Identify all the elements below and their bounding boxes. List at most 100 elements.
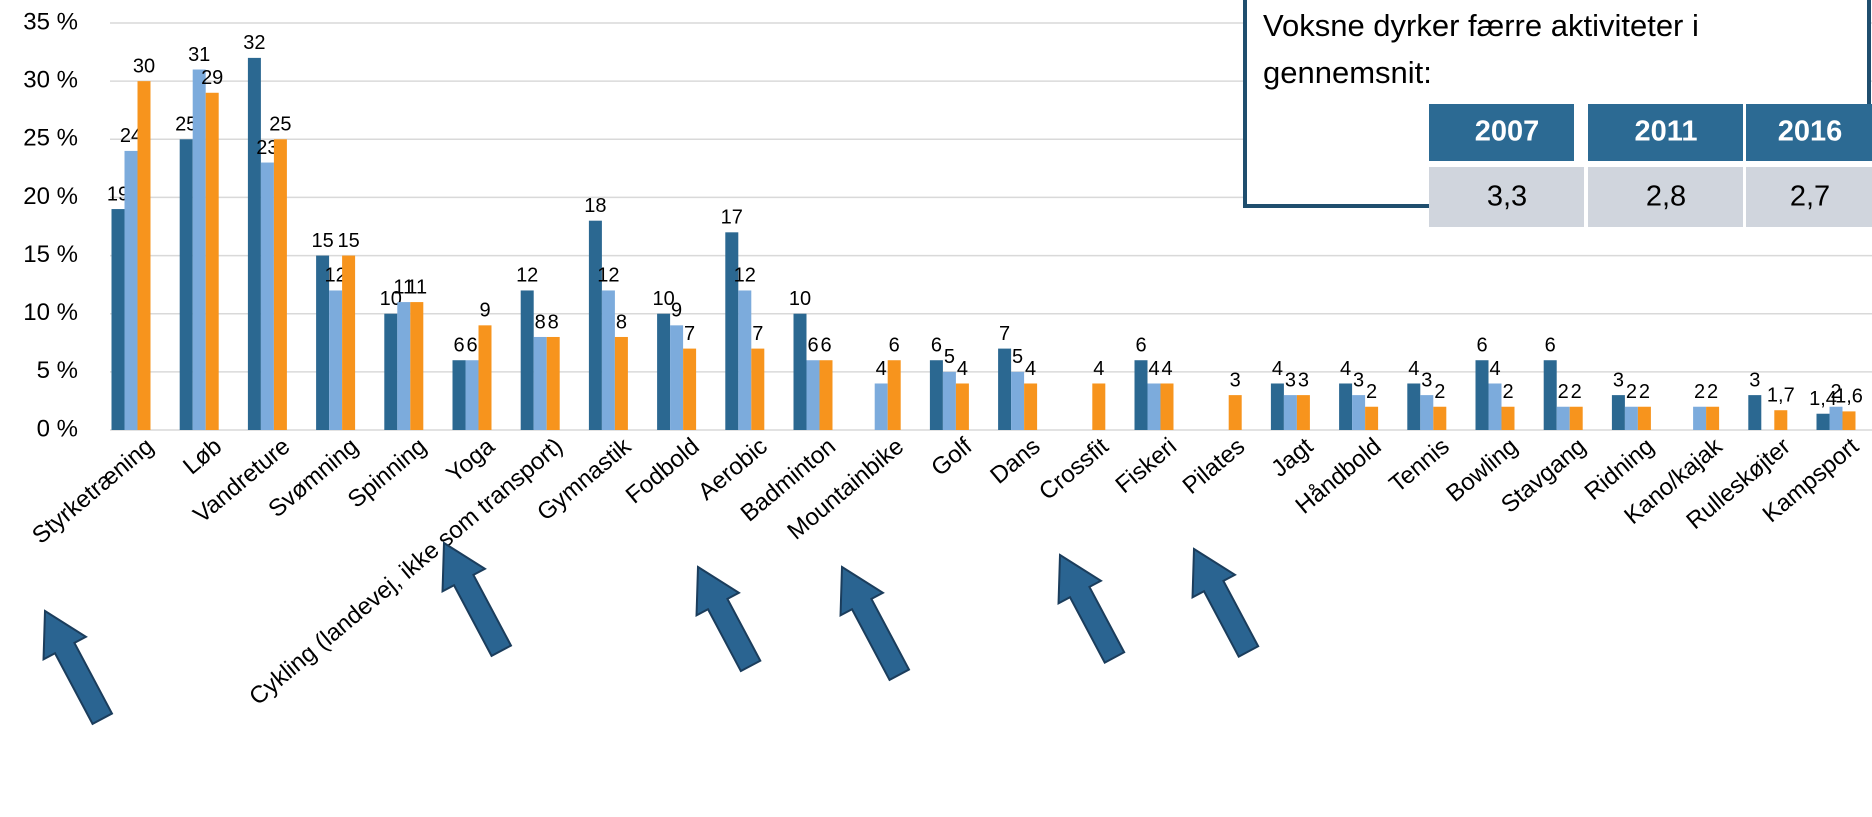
table-header-cell: [1429, 104, 1574, 161]
data-label: 3: [1285, 369, 1296, 391]
bar: [1160, 383, 1174, 430]
bar: [342, 255, 356, 430]
data-label: 15: [311, 230, 333, 252]
table-cell: [1746, 167, 1872, 227]
bar: [887, 360, 901, 430]
data-label: 7: [684, 323, 695, 345]
data-label: 12: [324, 265, 346, 287]
bar: [1420, 395, 1434, 430]
data-label: 29: [201, 67, 223, 89]
table-header-cell: [1746, 104, 1872, 161]
arrow: [839, 565, 911, 682]
bar: [1228, 395, 1242, 430]
data-label: 9: [671, 300, 682, 322]
bar: [1774, 410, 1788, 430]
bar: [384, 313, 398, 430]
data-label: 10: [652, 288, 674, 310]
data-label: 5: [1012, 346, 1023, 368]
data-label: 25: [175, 114, 197, 136]
bar: [1352, 395, 1366, 430]
bar: [601, 290, 615, 430]
data-label: 6: [889, 335, 900, 357]
table-header-cell: [1588, 104, 1743, 161]
bar: [793, 313, 807, 430]
table-cell-text: 2,7: [1790, 181, 1830, 213]
data-label: 4: [1408, 358, 1419, 380]
table-header: 2016: [1778, 116, 1843, 148]
bar: [657, 313, 671, 430]
data-label: 4: [1161, 358, 1172, 380]
bar: [1706, 406, 1720, 430]
bar: [452, 360, 466, 430]
data-label: 4: [1272, 358, 1283, 380]
bar: [546, 336, 560, 430]
bar: [998, 348, 1012, 430]
bar: [1637, 406, 1651, 430]
bar: [1339, 383, 1353, 430]
x-tick-label: Pilates: [1178, 433, 1251, 500]
bar: [520, 290, 534, 430]
bar: [1488, 383, 1502, 430]
bar: [1748, 395, 1762, 430]
data-label: 11: [393, 276, 414, 298]
bar: [205, 92, 219, 431]
bar: [1147, 383, 1161, 430]
data-label: 25: [269, 114, 291, 136]
y-tick-label: 30 %: [23, 66, 78, 93]
data-label: 6: [1135, 335, 1146, 357]
bar: [874, 383, 888, 430]
data-label: 4: [957, 358, 968, 380]
data-label: 2: [1707, 381, 1718, 403]
data-label: 6: [807, 335, 818, 357]
y-tick-label: 15 %: [23, 241, 78, 268]
data-label: 6: [820, 335, 831, 357]
data-label: 30: [133, 55, 155, 77]
bar: [614, 336, 628, 430]
arrows: [42, 541, 1260, 726]
bar: [1816, 413, 1830, 430]
data-label: 3: [1353, 369, 1364, 391]
arrow: [42, 609, 114, 726]
data-label: 3: [1421, 369, 1432, 391]
bar: [1693, 406, 1707, 430]
data-label: 2: [1558, 381, 1569, 403]
data-label: 3: [1613, 369, 1624, 391]
data-label: 2: [1639, 381, 1650, 403]
arrow: [1057, 553, 1126, 664]
table-cell: [1429, 167, 1584, 227]
bar: [1501, 406, 1515, 430]
data-label: 15: [337, 230, 359, 252]
bar: [1092, 383, 1106, 430]
bar: [1569, 406, 1583, 430]
bar: [397, 302, 411, 430]
bar: [1829, 406, 1843, 430]
bar: [273, 139, 287, 431]
data-label: 6: [1476, 335, 1487, 357]
data-label: 12: [597, 265, 619, 287]
data-label: 1,7: [1767, 385, 1795, 407]
bar: [329, 290, 343, 430]
data-label: 8: [535, 311, 546, 333]
data-label: 2: [1434, 381, 1445, 403]
bar: [465, 360, 479, 430]
bar: [478, 325, 492, 430]
data-label: 6: [1545, 335, 1556, 357]
bar: [410, 302, 424, 430]
bar: [738, 290, 752, 430]
y-tick-label: 0 %: [37, 415, 78, 442]
bar: [806, 360, 820, 430]
bar: [1556, 406, 1570, 430]
x-tick-label: Styrketræning: [27, 433, 159, 550]
data-label: 7: [752, 323, 763, 345]
bar: [1543, 360, 1557, 430]
data-label: 4: [1025, 358, 1036, 380]
bar: [1407, 383, 1421, 430]
data-label: 10: [380, 288, 402, 310]
bar: [588, 220, 602, 430]
data-label: 3: [1298, 369, 1309, 391]
bar: [725, 232, 739, 430]
data-label: 1,6: [1835, 386, 1863, 408]
y-tick-label: 20 %: [23, 183, 78, 210]
bar: [1842, 411, 1856, 430]
bar: [111, 209, 125, 430]
